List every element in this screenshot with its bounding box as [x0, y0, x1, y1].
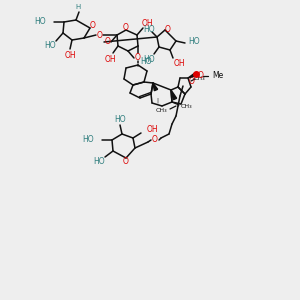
Text: HO: HO — [114, 115, 126, 124]
Text: OH: OH — [174, 59, 186, 68]
Text: O: O — [123, 22, 129, 32]
Text: OH: OH — [104, 55, 116, 64]
Polygon shape — [171, 90, 177, 100]
Text: HO: HO — [143, 55, 155, 64]
Text: HO: HO — [188, 38, 200, 46]
Text: HO: HO — [82, 136, 94, 145]
Text: O: O — [105, 38, 111, 46]
Text: O: O — [123, 157, 129, 166]
Text: O: O — [165, 25, 171, 34]
Polygon shape — [153, 83, 158, 91]
Polygon shape — [188, 73, 197, 78]
Text: HO: HO — [140, 58, 152, 67]
Text: H: H — [75, 4, 81, 10]
Text: OH: OH — [64, 50, 76, 59]
Text: CH₃: CH₃ — [155, 107, 167, 112]
Text: Me: Me — [212, 71, 223, 80]
Text: HO: HO — [34, 17, 46, 26]
Text: HO: HO — [44, 41, 56, 50]
Text: CH₃: CH₃ — [181, 104, 193, 110]
Text: O: O — [135, 52, 141, 62]
Text: |: | — [156, 98, 158, 103]
Text: O: O — [152, 136, 158, 145]
Text: HO: HO — [93, 157, 105, 166]
Text: CH₃: CH₃ — [194, 76, 206, 82]
Text: O: O — [90, 22, 96, 31]
Text: O: O — [198, 71, 204, 80]
Text: O: O — [97, 31, 103, 40]
Text: OH: OH — [147, 125, 159, 134]
Text: HO: HO — [143, 25, 155, 34]
Text: O: O — [189, 77, 195, 86]
Text: OH: OH — [141, 19, 153, 28]
